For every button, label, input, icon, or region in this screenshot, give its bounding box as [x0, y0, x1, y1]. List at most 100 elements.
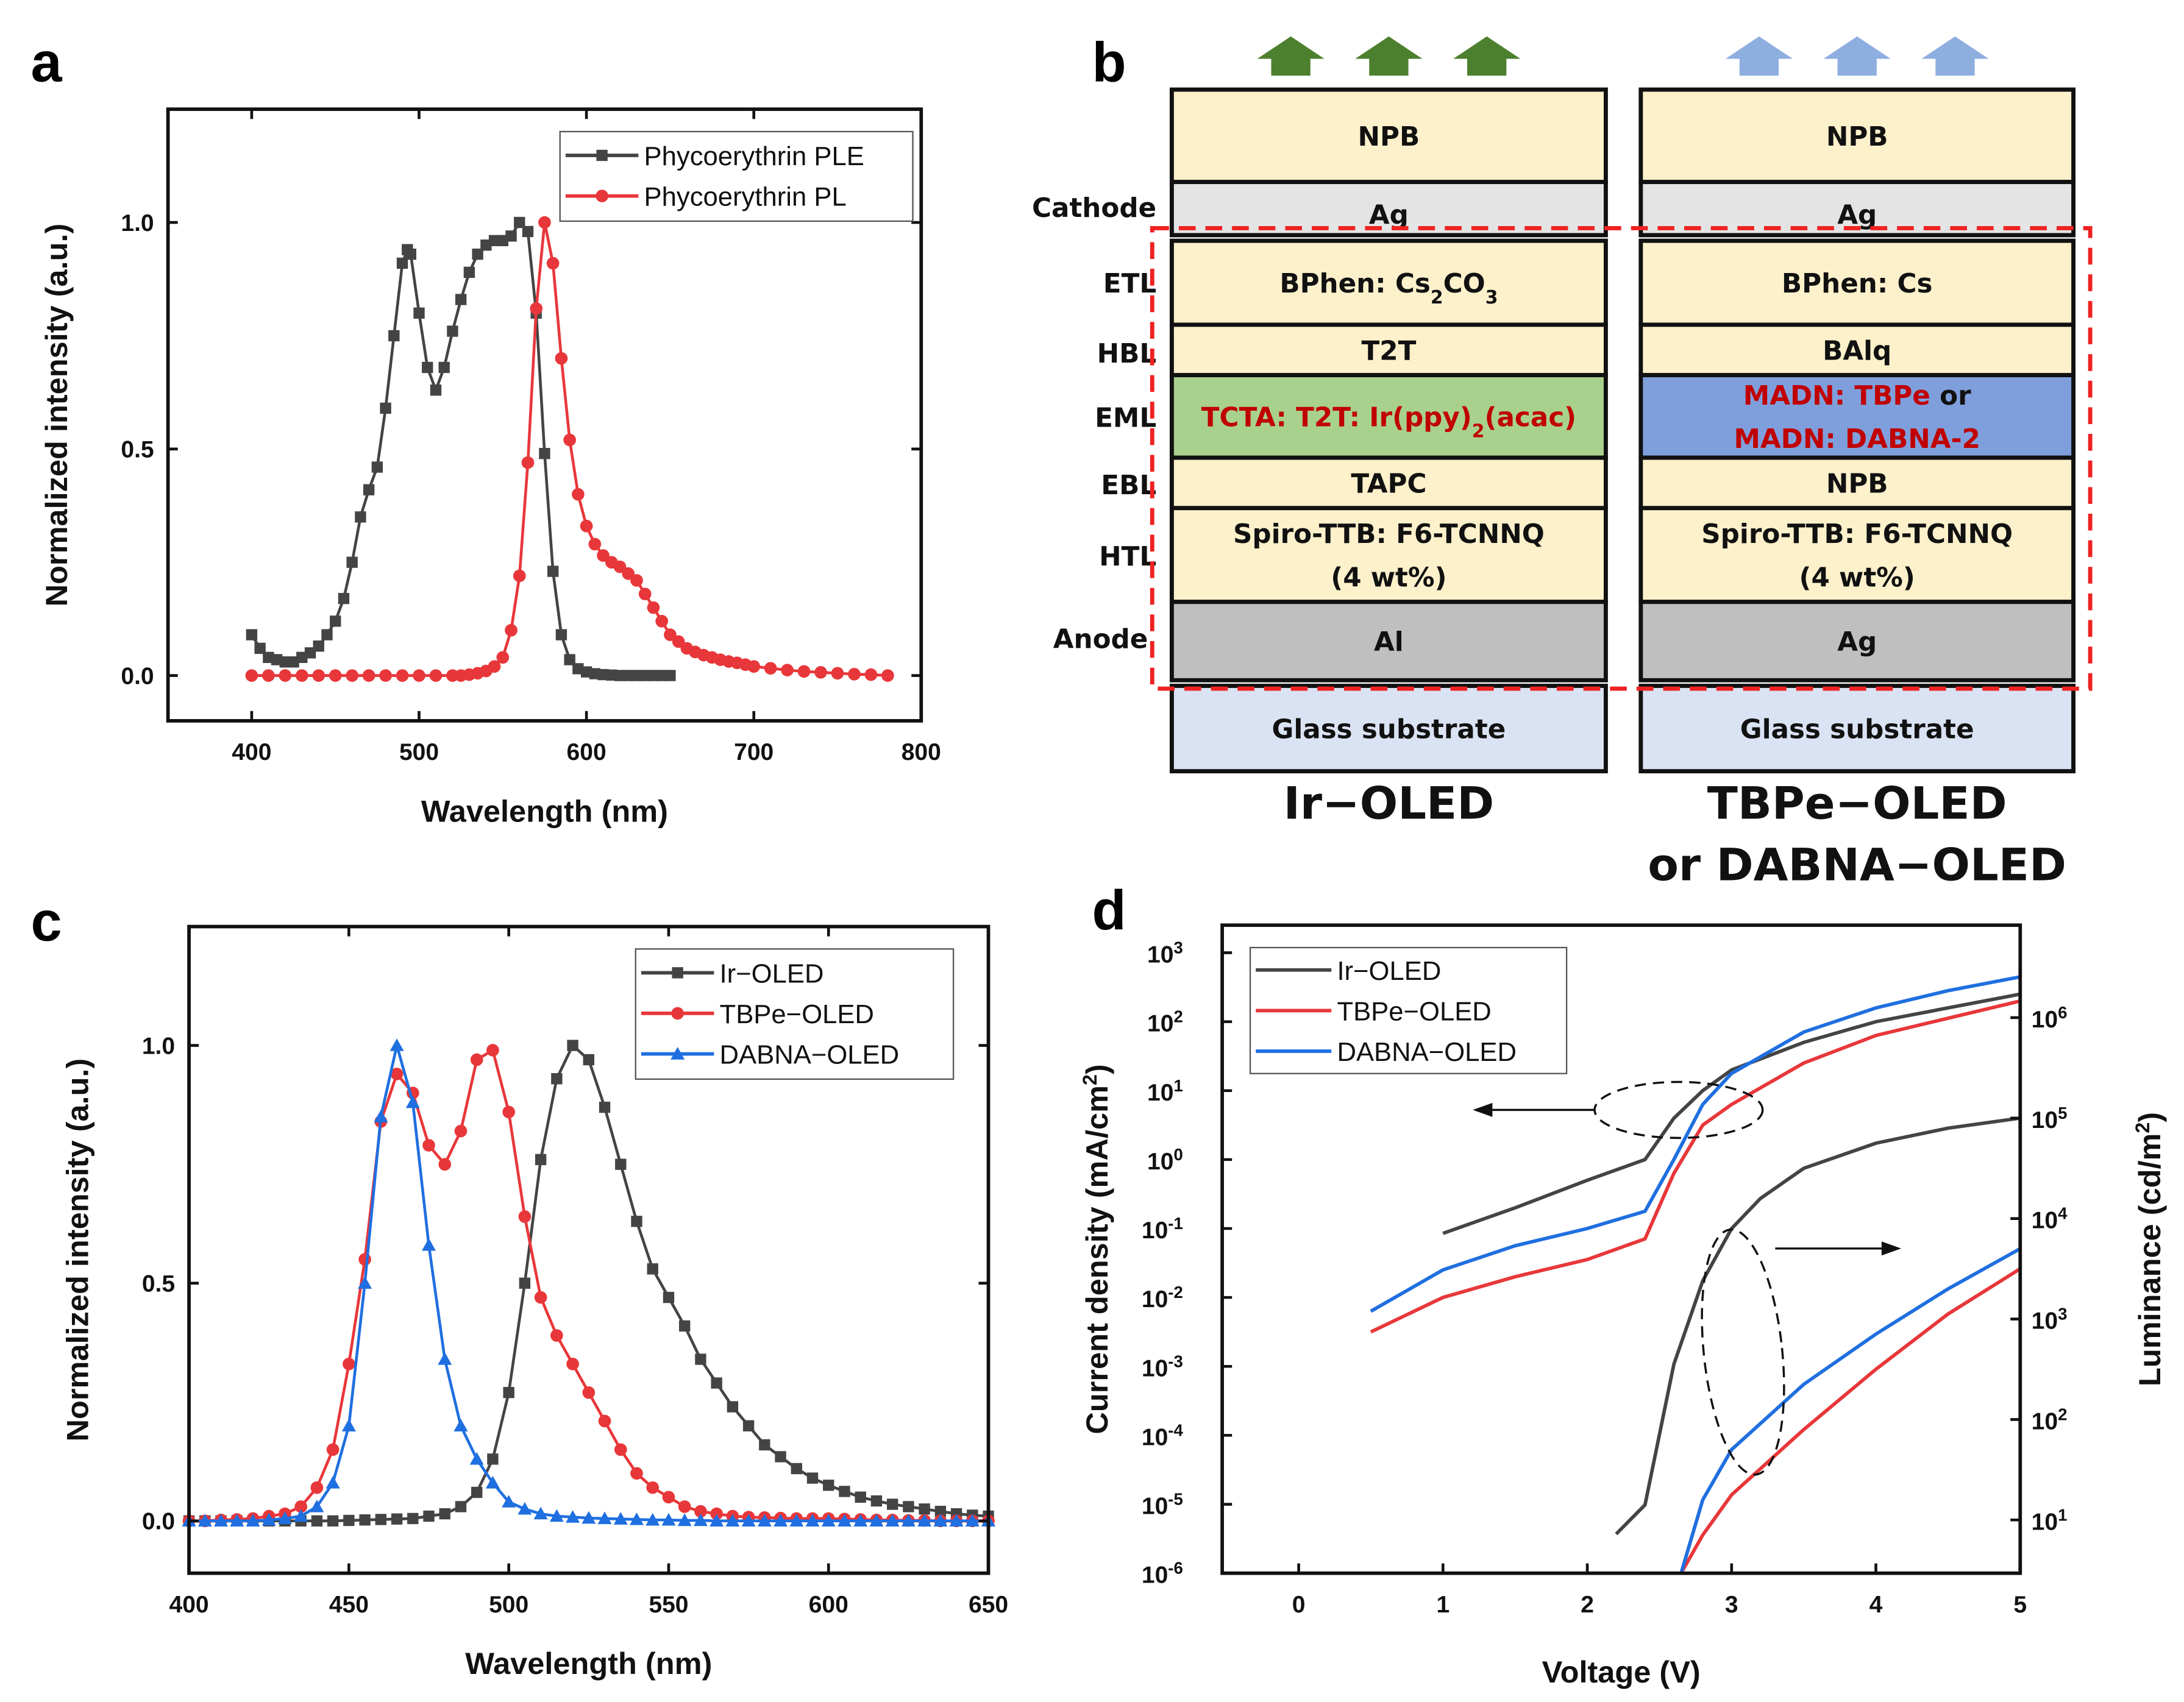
tick-base: 10: [2032, 1208, 2058, 1234]
data-point: [853, 1514, 868, 1527]
data-point: [294, 1500, 308, 1513]
tick-base: 10: [1142, 1355, 1168, 1381]
x-tick-label: 2: [1581, 1592, 1594, 1618]
emission-arrow-icon: [1257, 36, 1325, 76]
data-point: [791, 1463, 802, 1475]
layer-label: NPB: [1358, 122, 1420, 152]
tick-exponent: -5: [1168, 1489, 1183, 1508]
layer-label-part: BPhen: Cs: [1782, 269, 1933, 299]
data-point: [855, 1491, 866, 1503]
layer-label-part: 2: [1472, 420, 1485, 442]
data-point: [789, 1514, 804, 1527]
data-point: [580, 519, 593, 533]
data-point: [630, 1512, 644, 1525]
x-tick-label: 3: [1725, 1592, 1738, 1618]
series-line: [189, 1044, 989, 1523]
data-point: [422, 361, 433, 374]
emission-arrow-icon: [1921, 36, 1989, 76]
data-point: [375, 1514, 387, 1525]
data-point: [505, 230, 517, 242]
data-point: [710, 1514, 724, 1527]
y2-tick-label: 104: [2032, 1204, 2068, 1234]
data-point: [422, 1139, 435, 1152]
data-point: [710, 1507, 723, 1520]
data-point: [343, 1358, 355, 1370]
data-point: [519, 1277, 531, 1289]
data-point: [327, 1515, 339, 1527]
data-point: [455, 1501, 467, 1512]
data-point: [695, 1353, 706, 1365]
tick-exponent: 6: [2058, 1002, 2067, 1021]
y-tick-label: 103: [1147, 938, 1183, 968]
data-point: [831, 667, 844, 680]
data-point: [886, 1498, 898, 1510]
layer-type-label: EBL: [1101, 470, 1156, 501]
data-point: [396, 669, 409, 682]
x-axis-label: Wavelength (nm): [465, 1646, 712, 1681]
highlight-box: [1150, 225, 2093, 691]
x-tick-label: 600: [809, 1592, 848, 1618]
series-line: [250, 220, 670, 677]
y-axis-label-part: Normalized intensity (a.u.): [60, 1058, 95, 1442]
data-point: [646, 1481, 660, 1494]
data-point: [413, 669, 425, 682]
data-point: [864, 668, 878, 681]
y-tick-label: 1.0: [142, 1033, 175, 1059]
layer-box: [1169, 373, 1608, 460]
data-point: [518, 1210, 532, 1223]
data-point: [678, 1320, 691, 1332]
data-point: [362, 669, 375, 682]
legend: Ir−OLED TBPe−OLED DABNA−OLED: [1249, 946, 1568, 1074]
data-point: [588, 537, 602, 551]
layer-label: TCTA: T2T: Ir(ppy)2(acac): [1201, 402, 1576, 442]
emission-arrow-icon: [1453, 36, 1521, 76]
y2-tick-label: 101: [2032, 1505, 2068, 1535]
data-point: [598, 1414, 611, 1428]
data-point: [661, 1512, 676, 1526]
layer-label-part: TCTA: T2T: Ir(ppy): [1201, 402, 1472, 433]
x-tick-label: 800: [902, 739, 941, 765]
device-stack-1: NPB Ag BPhen: Cs BAlq MADN: TBPe or MADN: DAB…: [1638, 36, 2076, 892]
y-axis-label: Normalized intensity (a.u.): [39, 224, 74, 607]
tick-exponent: 0: [1173, 1144, 1183, 1163]
data-point: [664, 628, 677, 641]
data-point: [805, 1514, 820, 1527]
layer-label: Spiro-TTB: F6-TCNNQ: [1233, 519, 1545, 550]
data-point: [613, 560, 627, 573]
data-point: [547, 566, 559, 577]
y2-tick-label: 103: [2032, 1304, 2068, 1335]
layer-label: Ag: [1369, 200, 1409, 231]
data-point: [550, 1329, 563, 1342]
x-tick-label: 650: [969, 1592, 1008, 1618]
data-point: [848, 667, 861, 681]
data-point: [454, 1124, 468, 1138]
data-point: [881, 669, 894, 682]
tick-exponent: -6: [1168, 1558, 1183, 1577]
y-tick-label: 10-3: [1142, 1352, 1183, 1382]
data-point: [917, 1514, 932, 1527]
legend-marker: [672, 967, 683, 979]
data-point: [363, 484, 375, 495]
x-tick-label: 0: [1292, 1592, 1306, 1618]
data-point: [470, 1053, 483, 1066]
data-point: [539, 448, 550, 459]
y-tick-label: 10-2: [1142, 1283, 1183, 1313]
data-point: [343, 1514, 355, 1526]
data-point: [597, 1511, 612, 1525]
tick-exponent: 1: [2058, 1505, 2067, 1524]
data-point: [934, 1506, 947, 1517]
x-tick-label: 700: [734, 739, 774, 765]
data-point: [638, 587, 652, 601]
data-point: [555, 352, 568, 365]
data-point: [615, 1158, 627, 1170]
data-point: [631, 1216, 642, 1227]
data-point: [413, 307, 425, 319]
x-tick-label: 1: [1436, 1592, 1449, 1618]
layer: BAlq: [1638, 322, 2076, 378]
tick-exponent: -3: [1168, 1352, 1183, 1370]
data-point: [566, 1510, 580, 1523]
data-point: [647, 601, 660, 614]
legend-label: Ir−OLED: [1337, 957, 1441, 986]
data-point: [546, 257, 560, 270]
